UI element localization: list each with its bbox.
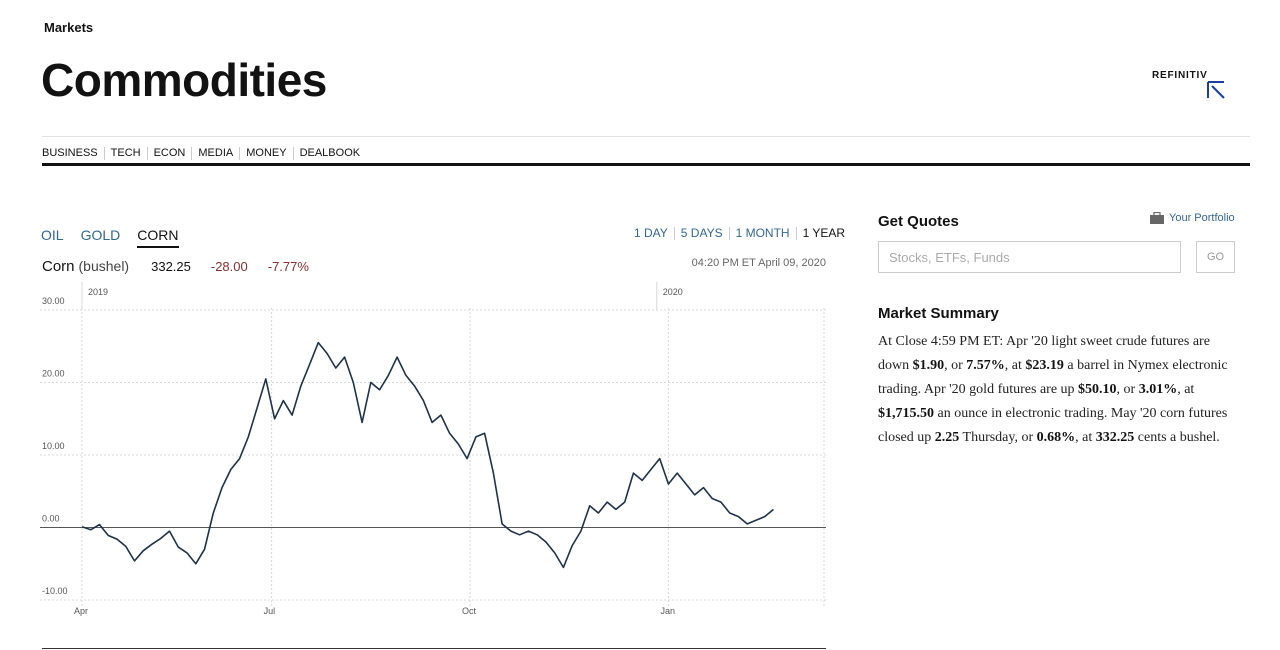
header-divider [42,136,1250,137]
range-5-days[interactable]: 5 DAYS [673,227,729,240]
refinitiv-mark-icon [1207,81,1225,99]
quote-change: -28.00 [210,259,248,274]
tab-corn[interactable]: CORN [137,227,179,248]
refinitiv-logo: REFINITIV [1152,70,1208,81]
tab-oil[interactable]: OIL [41,227,64,243]
nav-money[interactable]: MONEY [239,147,292,160]
your-portfolio-link[interactable]: Your Portfolio [1150,212,1235,224]
x-tick-label: Jul [264,606,276,616]
briefcase-icon [1150,212,1164,224]
nav-tech[interactable]: TECH [103,147,147,160]
quote-unit: (bushel) [78,258,130,274]
year-label: 2019 [88,287,108,297]
quote-price: 332.25 [151,259,191,274]
market-summary-title: Market Summary [878,305,999,322]
y-tick-label: 0.00 [42,514,60,524]
quote-percent: -7.77% [267,259,309,274]
section-label[interactable]: Markets [44,20,94,35]
range-1-year[interactable]: 1 YEAR [795,227,845,240]
price-chart: 30.00 20.00 10.00 0.00 -10.00 Apr Jul Oct Jan 201… [40,282,826,616]
y-tick-label: 10.00 [42,441,65,451]
quote-timestamp: 04:20 PM ET April 09, 2020 [691,257,826,269]
range-1-month[interactable]: 1 MONTH [728,227,796,240]
market-summary-text: At Close 4:59 PM ET: Apr '20 light sweet… [878,334,1228,445]
range-1-day[interactable]: 1 DAY [634,226,668,240]
section-nav: BUSINESS TECH ECON MEDIA MONEY DEALBOOK [42,147,366,160]
tab-gold[interactable]: GOLD [80,227,121,243]
nav-econ[interactable]: ECON [146,147,192,160]
y-tick-label: -10.00 [42,586,68,596]
year-label: 2020 [663,287,683,297]
quote-line: Corn (bushel) 332.25 -28.00 -7.77% [42,258,309,275]
portfolio-label: Your Portfolio [1169,212,1235,224]
y-tick-label: 30.00 [42,296,65,306]
corn-price-line [81,341,775,569]
nav-media[interactable]: MEDIA [191,147,239,160]
go-button[interactable]: GO [1196,241,1235,273]
quote-search-input[interactable] [878,241,1181,273]
y-tick-label: 20.00 [42,369,65,379]
commodity-tabs: OIL GOLD CORN [41,227,179,248]
nav-business[interactable]: BUSINESS [42,147,98,159]
nav-dealbook[interactable]: DEALBOOK [292,147,367,160]
nav-divider [42,163,1250,166]
chart-bottom-divider [42,648,826,649]
x-tick-label: Jan [660,606,675,616]
range-tabs: 1 DAY 5 DAYS 1 MONTH 1 YEAR [634,227,845,240]
get-quotes-title: Get Quotes [878,213,959,230]
quote-name: Corn [42,258,75,275]
x-tick-label: Apr [74,606,88,616]
page-title: Commodities [41,54,327,106]
x-tick-label: Oct [462,606,477,616]
